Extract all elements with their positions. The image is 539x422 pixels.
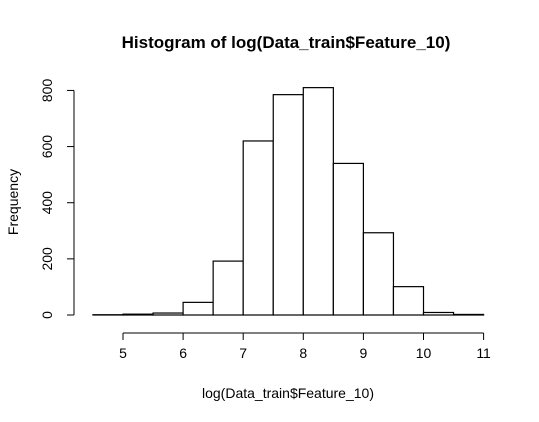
- x-tick-label: 6: [179, 345, 187, 361]
- histogram-bar: [392, 286, 425, 316]
- histogram-bar: [242, 140, 274, 316]
- chart-title: Histogram of log(Data_train$Feature_10): [122, 33, 451, 52]
- bars-group: [92, 87, 485, 316]
- x-tick-label: 8: [299, 345, 307, 361]
- y-tick-label: 200: [39, 247, 55, 271]
- histogram-bar: [422, 311, 455, 316]
- y-tick-label: 400: [39, 191, 55, 215]
- histogram-bar: [452, 313, 485, 316]
- histogram-bar: [122, 313, 154, 316]
- y-axis-label: Frequency: [5, 169, 21, 235]
- x-tick-label: 9: [360, 345, 368, 361]
- y-axis: 0 200 400 600 800: [39, 79, 75, 319]
- histogram-bar: [212, 260, 244, 316]
- x-tick-label: 11: [476, 345, 491, 361]
- histogram-bar: [182, 301, 214, 316]
- histogram-bar: [152, 312, 184, 316]
- histogram-bar: [332, 162, 365, 316]
- x-tick-label: 7: [239, 345, 247, 361]
- y-tick-label: 800: [39, 79, 55, 103]
- y-tick-label: 0: [39, 311, 55, 319]
- histogram-bar: [272, 94, 304, 316]
- x-axis: 5 6 7 8 9 10 11: [119, 332, 491, 361]
- x-axis-label: log(Data_train$Feature_10): [202, 385, 374, 401]
- y-tick-label: 600: [39, 135, 55, 159]
- histogram-bar: [362, 232, 395, 316]
- x-tick-label: 10: [416, 345, 432, 361]
- histogram-bar: [302, 87, 334, 316]
- x-tick-label: 5: [119, 345, 127, 361]
